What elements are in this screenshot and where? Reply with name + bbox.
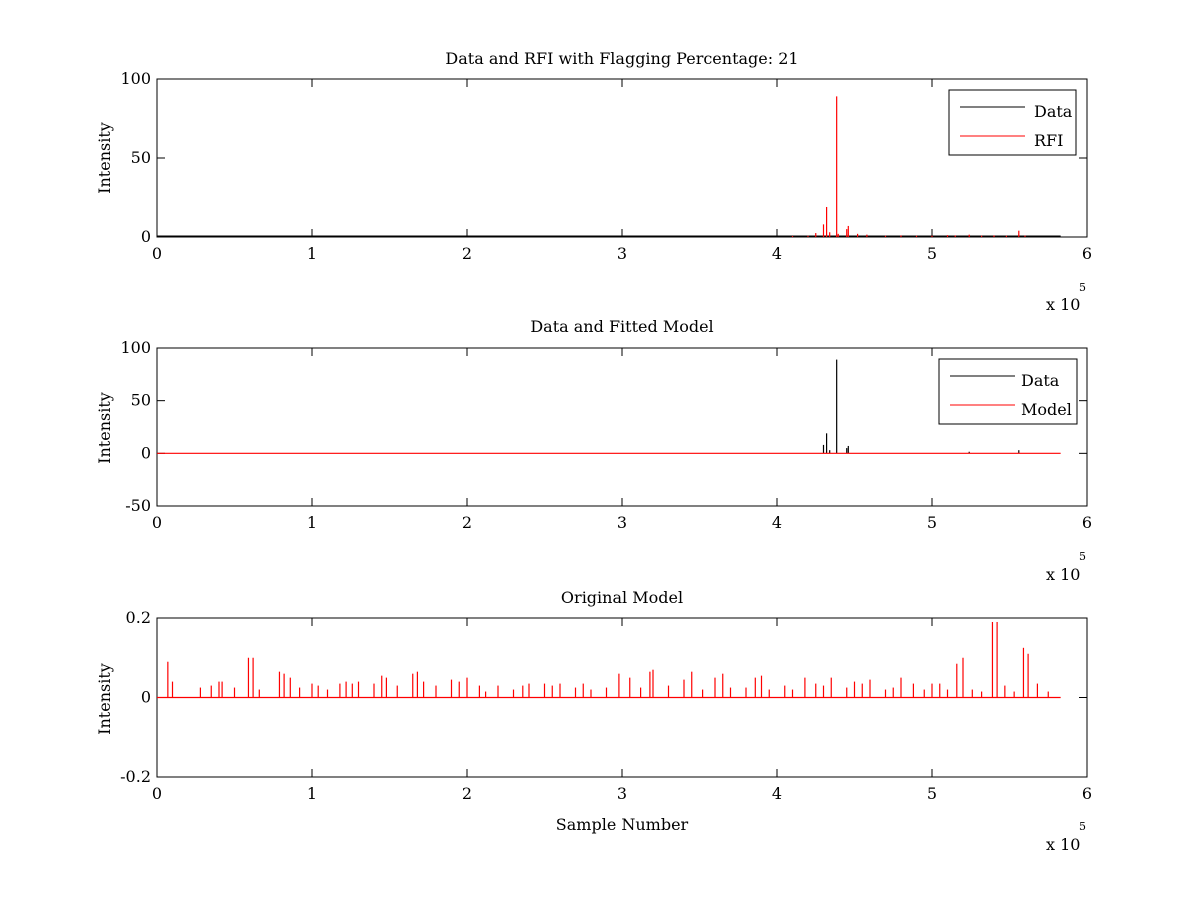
subplot-1-legend-label-data: Data [1034,102,1073,121]
subplot-3-xtick-label-1: 1 [307,784,317,803]
subplot-3-multiplier-exponent: 5 [1079,820,1086,833]
subplot-1-multiplier-exponent: 5 [1079,281,1086,294]
subplot-1-ytick-label-1: 50 [131,148,151,167]
subplot-1-ylabel: Intensity [95,122,114,194]
subplot-2-x-multiplier: x 10 5 [1046,550,1086,584]
subplot-1-legend: Data RFI [948,89,1077,156]
subplot-1-ytick-label-2: 100 [120,69,151,88]
subplot-2-title: Data and Fitted Model [530,317,713,336]
subplot-3-xtick-label-2: 2 [462,784,472,803]
subplot-3-xtick-label-0: 0 [152,784,162,803]
subplot-2-ytick-label-0: -50 [125,496,151,515]
subplot-3-xlabel: Sample Number [556,815,689,834]
subplot-1-multiplier-base: x 10 [1046,295,1080,314]
subplot-1-xtick-label-6: 6 [1082,244,1092,263]
subplot-3-xtick-label-3: 3 [617,784,627,803]
subplot-1-plot: 0 1 2 3 4 5 6 0 50 100 [120,69,1092,263]
subplot-2-axes-frame [156,347,1088,507]
subplot-1-xtick-label-5: 5 [927,244,937,263]
subplot-1-x-multiplier: x 10 5 [1046,281,1086,314]
subplot-2-ytick-label-3: 100 [120,338,151,357]
subplot-1-xtick-label-4: 4 [772,244,782,263]
subplot-1: Data and RFI with Flagging Percentage: 2… [95,49,1092,314]
subplot-1-xtick-label-3: 3 [617,244,627,263]
subplot-2-xtick-label-2: 2 [462,513,472,532]
subplot-2-multiplier-exponent: 5 [1079,550,1086,563]
subplot-2-multiplier-base: x 10 [1046,565,1080,584]
subplot-3-plot: 0 1 2 3 4 5 6-0.200.2 [120,608,1092,803]
subplot-3-ytick-label-0: -0.2 [120,767,151,786]
subplot-3-ylabel: Intensity [95,663,114,735]
subplot-3-xtick-label-6: 6 [1082,784,1092,803]
subplot-1-legend-box [948,89,1077,156]
subplot-1-axes-frame [156,78,1088,238]
subplot-3-ytick-label-2: 0.2 [126,608,151,627]
subplot-1-legend-label-rfi: RFI [1034,131,1063,150]
subplot-3-title: Original Model [561,588,683,607]
subplot-3-xtick-label-4: 4 [772,784,782,803]
subplot-3-multiplier-base: x 10 [1046,835,1080,854]
subplot-3-x-multiplier: x 10 5 [1046,820,1086,854]
subplot-2-legend: Data Model [938,358,1078,425]
subplot-3-xtick-label-5: 5 [927,784,937,803]
subplot-3-ytick-label-1: 0 [141,688,151,707]
subplot-2-xtick-label-3: 3 [617,513,627,532]
subplot-2-legend-label-model: Model [1021,400,1072,419]
subplot-2-xtick-label-5: 5 [927,513,937,532]
subplot-1-ytick-label-0: 0 [141,227,151,246]
subplot-1-title: Data and RFI with Flagging Percentage: 2… [445,49,798,68]
subplot-3: Original Model 0 1 2 3 4 5 6-0.200.2 Intensity… [95,588,1092,854]
subplot-1-xtick-label-2: 2 [462,244,472,263]
subplot-1-xtick-label-0: 0 [152,244,162,263]
subplot-2-ytick-label-2: 50 [131,391,151,410]
subplot-2-ylabel: Intensity [95,392,114,464]
subplot-2-legend-box [938,358,1078,425]
subplot-2-xtick-label-4: 4 [772,513,782,532]
subplot-2-xtick-label-0: 0 [152,513,162,532]
subplot-1-xtick-label-1: 1 [307,244,317,263]
subplot-2-xtick-label-1: 1 [307,513,317,532]
subplot-2-legend-label-data: Data [1021,371,1060,390]
subplot-2-ytick-label-1: 0 [141,443,151,462]
subplot-2-xtick-label-6: 6 [1082,513,1092,532]
